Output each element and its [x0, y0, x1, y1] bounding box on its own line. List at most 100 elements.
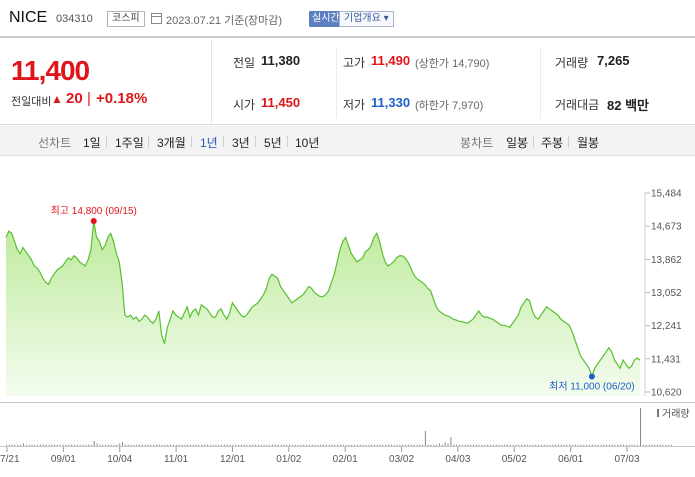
x-tick-label: 12/01	[220, 454, 245, 465]
market-badge: 코스피	[107, 11, 145, 27]
volume-bar	[498, 444, 500, 446]
volume-bar	[433, 444, 435, 446]
candle-daily[interactable]: 일봉	[506, 136, 529, 150]
price-area-fill	[6, 220, 640, 396]
volume-bar	[133, 444, 135, 446]
volume-bar	[512, 444, 514, 446]
divider	[223, 136, 224, 147]
volume-bar	[461, 444, 463, 446]
volume-bar	[192, 444, 194, 446]
x-tick-label: 03/02	[389, 454, 414, 465]
volume-bar	[127, 444, 129, 446]
volume-bar	[662, 444, 664, 446]
volume-bar	[518, 444, 520, 446]
volume-bar	[31, 444, 33, 446]
x-tick-label: 06/01	[558, 454, 583, 465]
volume-bar	[164, 444, 166, 446]
volume-bar	[382, 444, 384, 446]
volume-bar	[272, 444, 274, 446]
volume-bar	[223, 444, 225, 446]
volume-bar	[416, 444, 418, 446]
volume-bar	[167, 444, 169, 446]
volume-bar	[337, 444, 339, 446]
volume-bar	[345, 444, 347, 446]
volume-bar	[450, 437, 452, 446]
volume-bar	[368, 444, 370, 446]
company-info-dropdown[interactable]: 기업개요 ▾	[339, 11, 394, 27]
price-chart[interactable]: 15,484 14,673 13,862 13,052 12,241 11,431 10,6…	[0, 156, 695, 477]
volume-bar	[617, 444, 619, 446]
volume-bar	[37, 444, 39, 446]
volume-bar	[388, 444, 390, 446]
volume-bar	[96, 443, 98, 446]
volume-bar	[187, 444, 189, 446]
volume-bar	[204, 444, 206, 446]
period-10y[interactable]: 10년	[295, 136, 320, 150]
volume-bar	[291, 444, 293, 446]
volume-bar	[362, 444, 364, 446]
high-marker	[90, 217, 97, 224]
volume-bar	[51, 444, 53, 446]
volume-bar	[611, 444, 613, 446]
volume-bar	[504, 444, 506, 446]
y-tick-label: 13,052	[651, 288, 682, 299]
volume-bar	[509, 444, 511, 446]
realtime-button[interactable]: 실시간	[309, 11, 343, 27]
y-tick-label: 12,241	[651, 321, 682, 332]
volume-bar	[671, 444, 673, 446]
volume-bar	[331, 444, 333, 446]
volume-bar	[263, 444, 265, 446]
volume-bar	[294, 444, 296, 446]
change-label: 전일대비	[11, 96, 52, 108]
volume-bar	[422, 444, 424, 446]
volume-bar	[246, 444, 248, 446]
change-amount: 20	[66, 90, 83, 107]
volume-bar	[342, 444, 344, 446]
volume-bar	[464, 444, 466, 446]
volume-bar	[6, 444, 7, 446]
volume-bar	[379, 444, 381, 446]
volume-bar	[659, 444, 661, 446]
period-selector: 선차트 1일 1주일 3개월 1년 3년 5년 10년 봉차트 일봉 주봉 월봉	[0, 126, 695, 156]
volume-bar	[170, 444, 172, 446]
volume-bar	[274, 444, 276, 446]
open-value: 11,450	[261, 95, 301, 110]
volume-bar	[105, 444, 107, 446]
volume-bar	[308, 444, 310, 446]
volume-bar	[116, 444, 118, 446]
period-3m[interactable]: 3개월	[157, 136, 186, 150]
calendar-icon	[151, 13, 162, 24]
volume-bar	[189, 444, 191, 446]
volume-bar	[144, 444, 146, 446]
x-tick-label: 07/21	[0, 454, 20, 465]
candle-monthly[interactable]: 월봉	[577, 136, 600, 150]
divider	[287, 136, 288, 147]
volume-bar	[441, 444, 443, 446]
volume-bar	[523, 444, 525, 446]
volume-bar	[390, 444, 392, 446]
period-5y[interactable]: 5년	[264, 136, 282, 150]
period-1y[interactable]: 1년	[200, 136, 218, 150]
volume-bar	[351, 444, 353, 446]
volume-bar	[484, 444, 486, 446]
volume-bar	[48, 444, 50, 446]
volume-bar	[178, 444, 180, 446]
volume-bar	[594, 444, 596, 446]
volume-bar	[209, 444, 211, 446]
x-tick-label: 02/01	[333, 454, 358, 465]
period-3y[interactable]: 3년	[232, 136, 250, 150]
period-1d[interactable]: 1일	[83, 136, 101, 150]
volume-bar	[252, 444, 254, 446]
volume-bar	[320, 444, 322, 446]
volume-bar	[20, 444, 22, 446]
volume-bar	[229, 444, 231, 446]
period-1w[interactable]: 1주일	[115, 136, 144, 150]
volume-bar	[637, 444, 639, 446]
amount-label: 거래대금	[555, 98, 600, 112]
volume-bar	[359, 444, 361, 446]
volume-bar	[543, 444, 545, 446]
volume-bar	[608, 444, 610, 446]
volume-bar	[577, 444, 579, 446]
volume-bar	[150, 444, 152, 446]
candle-weekly[interactable]: 주봉	[541, 136, 564, 150]
